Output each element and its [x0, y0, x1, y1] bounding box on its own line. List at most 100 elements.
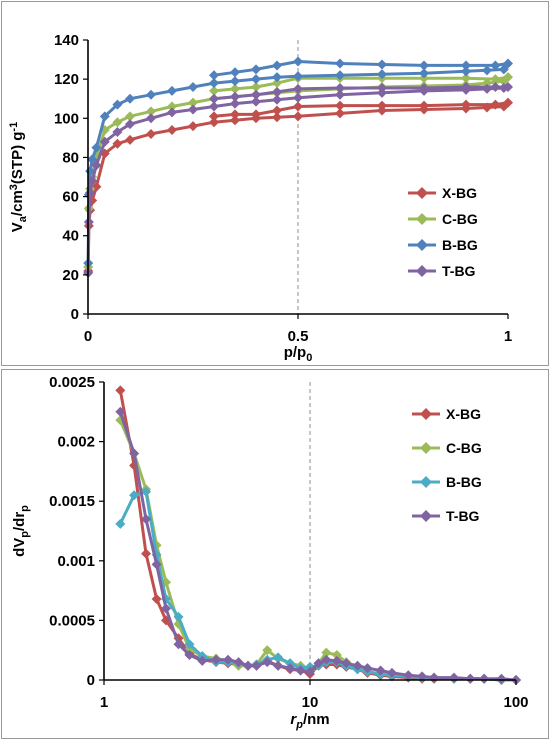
data-point-t-bg: [209, 101, 219, 112]
data-point-t-bg: [285, 663, 296, 674]
data-point-t-bg: [87, 175, 98, 186]
data-point-c-bg: [262, 645, 273, 656]
data-point-t-bg: [141, 514, 152, 525]
data-point-x-bg: [209, 111, 219, 122]
data-point-b-bg: [91, 142, 102, 153]
data-point-b-bg: [377, 69, 387, 80]
data-point-t-bg: [293, 92, 303, 103]
y-tick-label: 140: [54, 32, 79, 49]
data-point-b-bg: [230, 67, 240, 78]
data-point-t-bg: [377, 82, 387, 93]
data-point-t-bg: [115, 406, 126, 417]
data-point-t-bg: [295, 665, 306, 676]
data-point-x-bg: [151, 593, 162, 604]
data-point-x-bg: [125, 134, 135, 145]
data-point-x-bg: [167, 125, 177, 136]
y-tick-label: 0.001: [57, 553, 95, 570]
legend-label-t-bg: T-BG: [446, 508, 480, 524]
data-point-x-bg: [503, 97, 513, 108]
data-point-b-bg: [482, 65, 492, 76]
data-point-t-bg: [503, 81, 513, 92]
data-point-t-bg: [273, 660, 284, 671]
data-point-c-bg: [272, 78, 282, 89]
isotherm-series-group: [83, 56, 513, 278]
data-point-t-bg: [496, 673, 507, 684]
data-point-x-bg: [209, 117, 219, 128]
data-point-t-bg: [362, 663, 373, 674]
data-point-x-bg: [377, 100, 387, 111]
x-tick-label: 1: [504, 328, 512, 345]
data-point-t-bg: [167, 107, 177, 118]
data-point-t-bg: [184, 649, 195, 660]
y-tick-label: 60: [62, 189, 79, 206]
data-point-b-bg: [173, 611, 184, 622]
data-point-c-bg: [490, 74, 501, 85]
data-point-b-bg: [335, 70, 345, 81]
data-point-x-bg: [461, 99, 471, 110]
legend-swatch-marker: [416, 265, 428, 277]
y-tick-label: 0.0005: [49, 612, 95, 629]
data-point-t-bg: [223, 654, 234, 665]
y-tick-label: 120: [54, 71, 79, 88]
data-point-b-bg: [184, 639, 195, 650]
data-point-t-bg: [293, 83, 303, 94]
data-point-c-bg: [251, 81, 261, 92]
data-point-b-bg: [115, 518, 126, 529]
data-point-x-bg: [115, 385, 126, 396]
legend-label-x-bg: X-BG: [442, 185, 477, 201]
data-point-b-bg: [461, 60, 471, 71]
data-point-b-bg: [112, 99, 123, 110]
data-point-b-bg: [230, 76, 240, 87]
legend-label-c-bg: C-BG: [442, 211, 478, 227]
data-point-b-bg: [272, 60, 282, 71]
data-point-t-bg: [125, 119, 135, 130]
data-point-t-bg: [419, 82, 429, 93]
data-point-x-bg: [251, 109, 261, 120]
data-point-t-bg: [161, 603, 172, 614]
y-tick-label: 40: [62, 228, 79, 245]
data-point-x-bg: [293, 101, 303, 112]
data-point-t-bg: [188, 104, 198, 115]
data-point-b-bg: [335, 58, 345, 69]
data-point-t-bg: [112, 126, 123, 137]
legend-swatch-marker: [416, 213, 428, 225]
legend-label-x-bg: X-BG: [446, 406, 481, 422]
isotherm-y-ticks: 0 20 40 60 80 100 120 140: [54, 32, 88, 323]
data-point-c-bg: [167, 101, 177, 112]
x-tick-label: 1: [100, 694, 108, 711]
data-point-c-bg: [146, 106, 156, 117]
data-point-t-bg: [151, 559, 162, 570]
data-point-b-bg: [498, 64, 509, 75]
panel-top-border: [1, 1, 549, 366]
data-point-b-bg: [188, 81, 198, 92]
data-point-t-bg: [375, 665, 386, 676]
y-tick-label: 0: [87, 672, 95, 689]
data-point-t-bg: [465, 673, 476, 684]
data-point-c-bg: [188, 97, 198, 108]
data-point-b-bg: [293, 56, 303, 67]
legend-swatch-marker: [420, 442, 432, 454]
data-point-x-bg: [272, 112, 282, 123]
data-point-t-bg: [490, 81, 501, 92]
isotherm-x-axis-label: p/p0: [284, 344, 313, 364]
data-point-t-bg: [335, 82, 345, 93]
data-point-b-bg: [251, 74, 261, 85]
data-point-b-bg: [141, 486, 152, 497]
data-point-t-bg: [251, 96, 261, 107]
data-point-t-bg: [386, 667, 397, 678]
x-tick-label: 100: [503, 694, 528, 711]
data-point-c-bg: [331, 649, 342, 660]
isotherm-legend: X-BG C-BG B-BG T-BG: [408, 185, 478, 279]
legend-swatch-marker: [420, 408, 432, 420]
legend-swatch-marker: [420, 510, 432, 522]
data-point-b-bg: [377, 59, 387, 70]
data-point-t-bg: [251, 89, 261, 100]
data-point-t-bg: [321, 654, 332, 665]
data-point-x-bg: [272, 105, 282, 116]
data-point-b-bg: [129, 490, 140, 501]
data-point-t-bg: [129, 448, 140, 459]
legend-swatch-marker: [416, 239, 428, 251]
data-point-t-bg: [99, 136, 110, 147]
data-point-t-bg: [211, 654, 222, 665]
